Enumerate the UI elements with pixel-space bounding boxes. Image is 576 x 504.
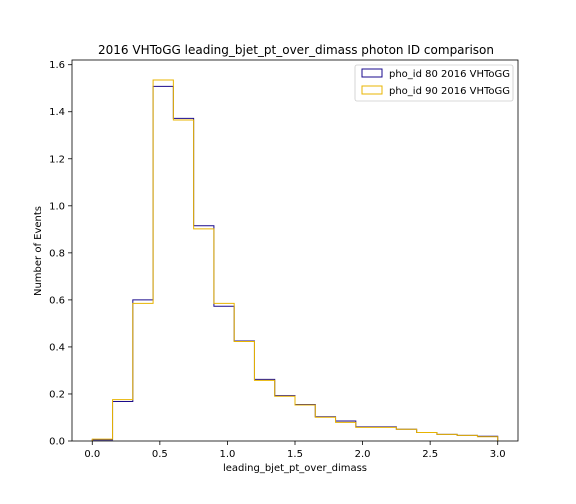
y-tick-label: 0.8 bbox=[49, 248, 65, 259]
y-tick-label: 1.2 bbox=[49, 154, 65, 165]
x-tick-label: 3.0 bbox=[490, 449, 506, 460]
legend-label-pho-id-80: pho_id 80 2016 VHToGG bbox=[389, 69, 510, 80]
legend-label-pho-id-90: pho_id 90 2016 VHToGG bbox=[389, 86, 510, 97]
y-axis: 0.0 0.2 0.4 0.6 0.8 1.0 1.2 1.4 1.6 bbox=[49, 60, 72, 448]
x-axis: 0.0 0.5 1.0 1.5 2.0 2.5 3.0 bbox=[84, 441, 506, 460]
legend-swatch-pho-id-80 bbox=[361, 68, 383, 78]
legend-swatch-pho-id-90 bbox=[361, 85, 383, 95]
x-axis-label: leading_bjet_pt_over_dimass bbox=[223, 463, 367, 474]
y-tick-label: 1.4 bbox=[49, 107, 65, 118]
y-tick-label: 0.2 bbox=[49, 389, 65, 400]
y-tick-label: 1.0 bbox=[49, 201, 65, 212]
x-tick-label: 0.5 bbox=[152, 449, 168, 460]
y-axis-label: Number of Events bbox=[33, 206, 44, 296]
series-line-pho-id-90 bbox=[91, 79, 499, 441]
y-tick-label: 1.6 bbox=[49, 60, 65, 71]
x-tick-label: 2.5 bbox=[422, 449, 438, 460]
legend: pho_id 80 2016 VHToGG pho_id 90 2016 VHT… bbox=[354, 64, 514, 102]
x-tick-label: 1.0 bbox=[219, 449, 235, 460]
series-layer bbox=[91, 79, 499, 441]
y-tick-label: 0.4 bbox=[49, 342, 65, 353]
x-tick-label: 0.0 bbox=[84, 449, 100, 460]
chart-title: 2016 VHToGG leading_bjet_pt_over_dimass … bbox=[98, 43, 494, 57]
x-tick-label: 1.5 bbox=[287, 449, 303, 460]
legend-frame bbox=[354, 64, 514, 102]
x-tick-label: 2.0 bbox=[355, 449, 371, 460]
y-tick-label: 0.6 bbox=[49, 295, 65, 306]
y-tick-label: 0.0 bbox=[49, 437, 65, 448]
